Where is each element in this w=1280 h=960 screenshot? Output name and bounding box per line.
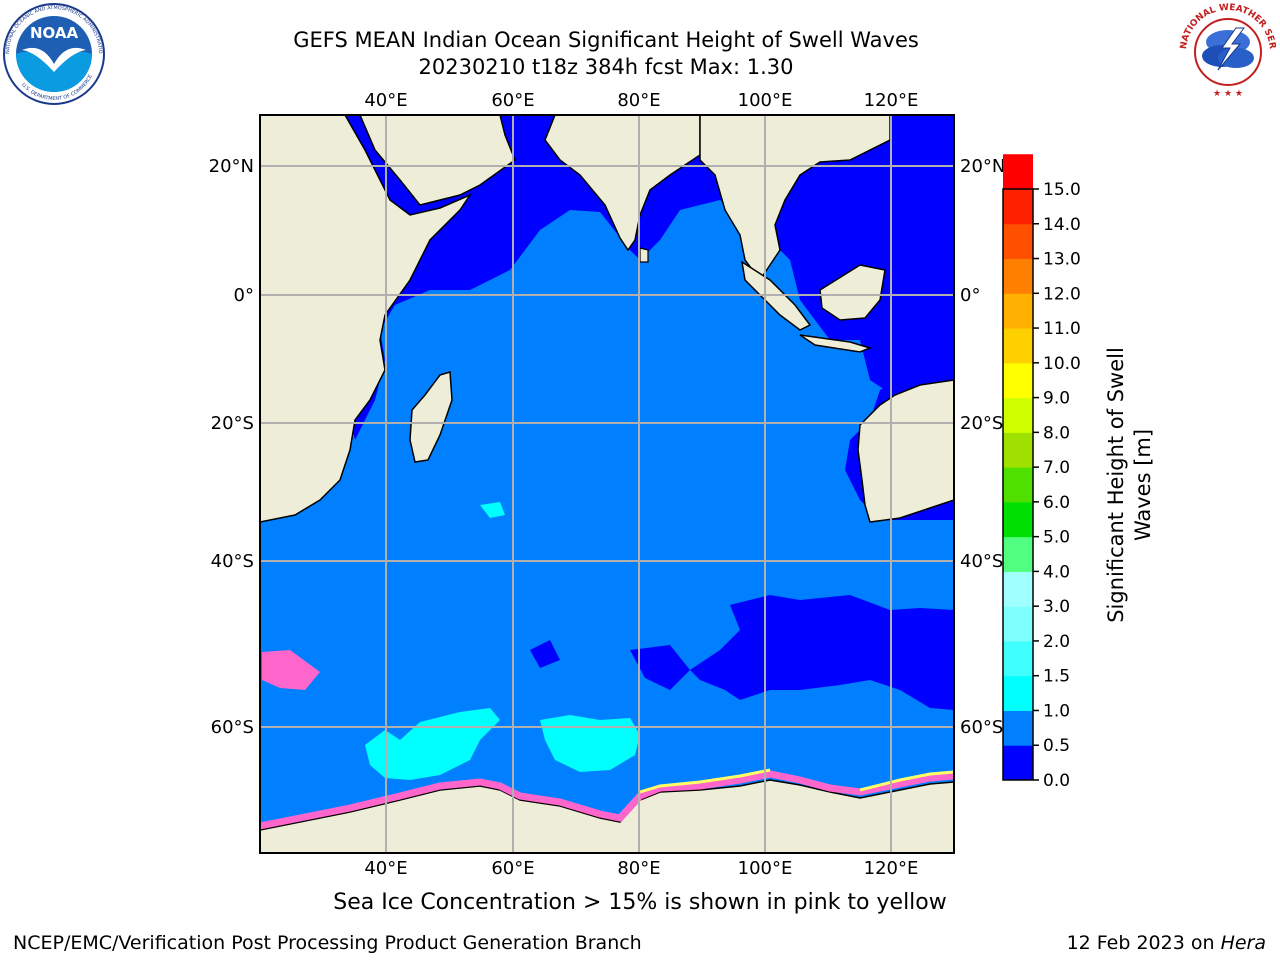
colorbar-band bbox=[1003, 501, 1033, 538]
colorbar-frame bbox=[1002, 188, 1034, 781]
lon-label-bottom-80e: 80°E bbox=[617, 858, 660, 879]
colorbar-band bbox=[1003, 258, 1033, 294]
colorbar-band bbox=[1003, 606, 1033, 642]
lat-label-right-20s: 20°S bbox=[960, 413, 1003, 434]
lat-label-left-40s: 40°S bbox=[211, 551, 254, 572]
colorbar-band bbox=[1003, 223, 1033, 260]
map-title: GEFS MEAN Indian Ocean Significant Heigh… bbox=[293, 28, 919, 52]
footer-host: Hera bbox=[1220, 932, 1266, 954]
land-india bbox=[544, 115, 701, 252]
footer-date: 12 Feb 2023 on bbox=[1066, 932, 1221, 954]
colorbar-tick-label: 0.0 bbox=[1043, 771, 1070, 791]
lon-label-bottom-60e: 60°E bbox=[491, 858, 534, 879]
footer-right: 12 Feb 2023 on Hera bbox=[1067, 932, 1266, 954]
colorbar-band bbox=[1003, 467, 1033, 503]
lon-label-bottom-40e: 40°E bbox=[364, 858, 407, 879]
colorbar-tick-label: 10.0 bbox=[1043, 354, 1081, 374]
map-frame bbox=[259, 114, 955, 854]
lat-label-left-0: 0° bbox=[234, 285, 254, 306]
cyan-swell-region-2 bbox=[540, 715, 640, 772]
land-madagascar bbox=[409, 371, 453, 463]
colorbar-tick-label: 14.0 bbox=[1043, 215, 1081, 235]
land-sri-lanka bbox=[639, 247, 649, 263]
colorbar-band bbox=[1003, 745, 1033, 781]
lon-label-top-120e: 120°E bbox=[864, 90, 919, 111]
colorbar-band bbox=[1003, 293, 1033, 329]
colorbar-band bbox=[1003, 640, 1033, 677]
lat-label-left-60s: 60°S bbox=[211, 717, 254, 738]
colorbar-band bbox=[1003, 397, 1033, 433]
colorbar-tick-label: 0.5 bbox=[1043, 736, 1070, 756]
lat-label-right-0: 0° bbox=[960, 285, 980, 306]
footer-left: NCEP/EMC/Verification Post Processing Pr… bbox=[13, 932, 642, 954]
lon-label-bottom-120e: 120°E bbox=[864, 858, 919, 879]
sea-ice-core bbox=[639, 768, 954, 794]
colorbar-tick-label: 3.0 bbox=[1043, 597, 1070, 617]
colorbar-tick-label: 2.0 bbox=[1043, 632, 1070, 652]
colorbar-tick-label: 1.0 bbox=[1043, 701, 1070, 721]
colorbar-tick-label: 9.0 bbox=[1043, 389, 1070, 409]
land-australia bbox=[857, 379, 954, 523]
colorbar-band bbox=[1003, 432, 1033, 468]
colorbar-tick-label: 5.0 bbox=[1043, 528, 1070, 548]
colorbar bbox=[1003, 154, 1033, 781]
colorbar-band bbox=[1003, 675, 1033, 711]
nws-logo: NATIONAL WEATHER SERVICE ★ ★ ★ bbox=[1178, 2, 1277, 100]
colorbar-band bbox=[1003, 362, 1033, 399]
lat-label-right-20n: 20°N bbox=[960, 156, 1005, 177]
colorbar-tick-label: 15.0 bbox=[1043, 180, 1081, 200]
lon-label-bottom-100e: 100°E bbox=[738, 858, 793, 879]
graticule bbox=[260, 115, 954, 853]
colorbar-band bbox=[1003, 154, 1033, 190]
lat-label-left-20n: 20°N bbox=[209, 156, 254, 177]
colorbar-tick-label: 8.0 bbox=[1043, 423, 1070, 443]
svg-text:★ ★ ★: ★ ★ ★ bbox=[1213, 89, 1243, 99]
colorbar-tick-label: 11.0 bbox=[1043, 319, 1081, 339]
sea-ice-note: Sea Ice Concentration > 15% is shown in … bbox=[333, 890, 947, 915]
colorbar-tick-label: 1.5 bbox=[1043, 667, 1070, 687]
colorbar-label-line1: Significant Height of Swell bbox=[1104, 347, 1128, 623]
lat-label-right-60s: 60°S bbox=[960, 717, 1003, 738]
colorbar-band bbox=[1003, 328, 1033, 364]
colorbar-ticks: 15.0 14.0 13.0 12.0 11.0 10.0 9.0 8.0 7.0 6.0 5.0 4… bbox=[1033, 180, 1081, 791]
lon-label-top-80e: 80°E bbox=[617, 90, 660, 111]
colorbar-band bbox=[1003, 536, 1033, 572]
colorbar-tick-label: 7.0 bbox=[1043, 458, 1070, 478]
lon-label-top-100e: 100°E bbox=[738, 90, 793, 111]
map-subtitle: 20230210 t18z 384h fcst Max: 1.30 bbox=[418, 55, 794, 79]
lat-label-left-20s: 20°S bbox=[211, 413, 254, 434]
land-antarctica bbox=[260, 779, 954, 853]
lat-label-right-40s: 40°S bbox=[960, 551, 1003, 572]
colorbar-tick-label: 13.0 bbox=[1043, 250, 1081, 270]
land-borneo bbox=[819, 264, 886, 321]
sea-ice-band bbox=[260, 770, 954, 830]
low-swell-region-southern-east bbox=[690, 595, 954, 710]
colorbar-tick-label: 6.0 bbox=[1043, 493, 1070, 513]
sea-ice-patch-west bbox=[262, 650, 320, 690]
land-southeast-asia bbox=[699, 115, 891, 282]
land-java bbox=[799, 334, 873, 353]
low-swell-region-southern-mid bbox=[530, 640, 690, 690]
cyan-swell-region-3 bbox=[480, 502, 505, 518]
svg-text:NOAA: NOAA bbox=[30, 24, 79, 42]
lon-label-top-60e: 60°E bbox=[491, 90, 534, 111]
colorbar-tick-label: 12.0 bbox=[1043, 284, 1081, 304]
colorbar-band bbox=[1003, 571, 1033, 607]
lon-label-top-40e: 40°E bbox=[364, 90, 407, 111]
colorbar-band bbox=[1003, 189, 1033, 225]
colorbar-tick-label: 4.0 bbox=[1043, 562, 1070, 582]
map-plot-area bbox=[260, 115, 954, 853]
colorbar-label-line2: Waves [m] bbox=[1131, 429, 1155, 541]
colorbar-band bbox=[1003, 710, 1033, 746]
noaa-logo: NOAA NATIONAL OCEANIC AND ATMOSPHERIC AD… bbox=[2, 2, 105, 105]
